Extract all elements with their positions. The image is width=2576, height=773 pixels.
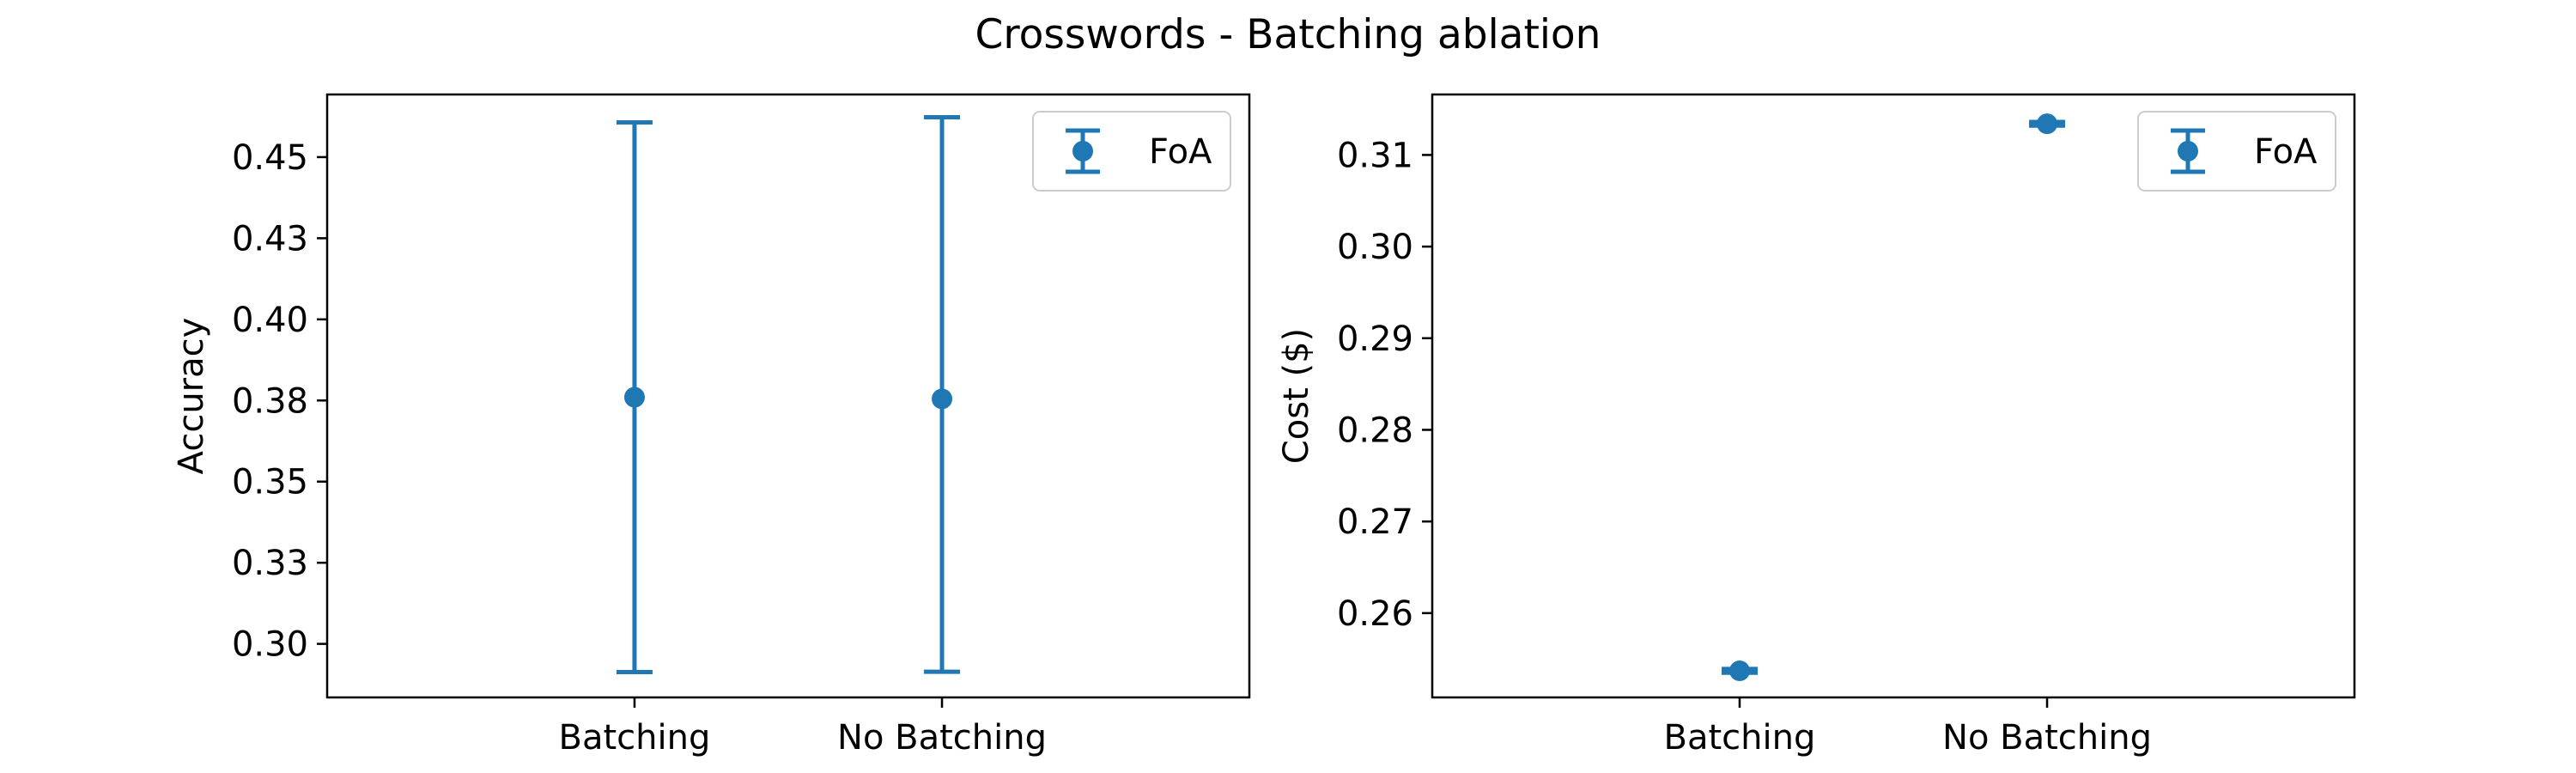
accuracy-xtick-label: No Batching <box>837 718 1047 758</box>
cost-legend-label: FoA <box>2254 132 2318 172</box>
accuracy-ytick-label: 0.33 <box>232 544 308 583</box>
accuracy-ytick-label: 0.43 <box>232 219 308 259</box>
cost-xtick-label: No Batching <box>1942 718 2152 758</box>
cost-ytick-label: 0.27 <box>1337 502 1413 542</box>
accuracy-ylabel: Accuracy <box>172 318 211 475</box>
cost-ytick-label: 0.26 <box>1337 594 1413 634</box>
accuracy-ytick-label: 0.45 <box>232 138 308 178</box>
accuracy-ytick-label: 0.35 <box>232 463 308 502</box>
cost-axes-frame <box>1431 93 2356 699</box>
accuracy-ytick-label: 0.40 <box>232 301 308 340</box>
accuracy-data-point <box>932 388 953 410</box>
cost-ytick-label: 0.28 <box>1337 411 1413 450</box>
cost-ytick-label: 0.29 <box>1337 320 1413 359</box>
accuracy-axes-frame <box>325 93 1251 699</box>
accuracy-legend-marker <box>1072 141 1093 161</box>
cost-data-point <box>1728 660 1750 682</box>
accuracy-ytick-label: 0.30 <box>232 625 308 665</box>
cost-ytick-label: 0.31 <box>1337 136 1413 175</box>
cost-data-point <box>2037 113 2058 135</box>
accuracy-legend-label: FoA <box>1149 132 1212 172</box>
accuracy-xtick-label: Batching <box>559 718 711 758</box>
cost-ytick-label: 0.30 <box>1337 228 1413 267</box>
cost-ylabel: Cost ($) <box>1277 328 1316 464</box>
accuracy-data-point <box>623 386 645 408</box>
cost-legend-marker <box>2178 141 2198 161</box>
accuracy-ytick-label: 0.38 <box>232 381 308 421</box>
figure-title: Crosswords - Batching ablation <box>975 11 1601 58</box>
cost-xtick-label: Batching <box>1664 718 1816 758</box>
